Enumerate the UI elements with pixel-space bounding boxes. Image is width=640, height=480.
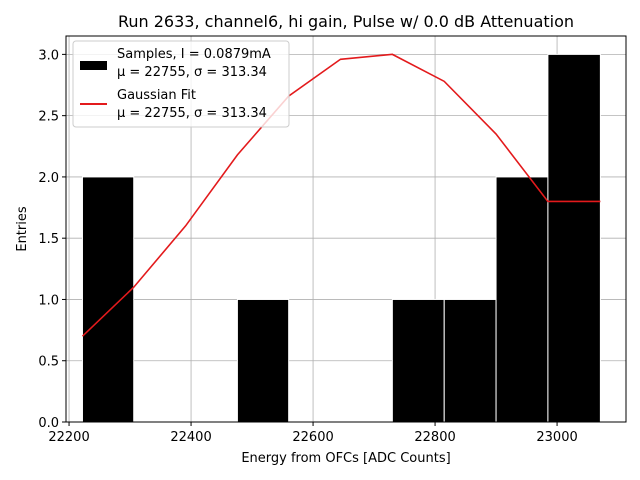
y-tick-label-4: 2.0 xyxy=(38,171,59,186)
histogram-bar-9 xyxy=(547,53,601,423)
y-axis-ticks: 0.0 0.5 1.0 1.5 2.0 2.5 3.0 xyxy=(38,48,66,431)
y-tick-label-1: 0.5 xyxy=(38,355,59,370)
x-tick-label-4: 23000 xyxy=(536,430,577,445)
legend-stats-fit: μ = 22755, σ = 313.34 xyxy=(117,106,267,121)
histogram-bar-7 xyxy=(443,298,497,423)
legend-stats-samples: μ = 22755, σ = 313.34 xyxy=(117,65,267,80)
x-axis-label: Energy from OFCs [ADC Counts] xyxy=(241,451,450,466)
legend-swatch-samples xyxy=(80,61,107,70)
x-tick-label-1: 22400 xyxy=(170,430,211,445)
y-tick-label-3: 1.5 xyxy=(38,232,59,247)
y-tick-label-6: 3.0 xyxy=(38,48,59,63)
y-tick-label-2: 1.0 xyxy=(38,293,59,308)
x-tick-label-3: 22800 xyxy=(414,430,455,445)
plot-area-frame xyxy=(65,35,627,423)
y-tick-label-0: 0.0 xyxy=(38,416,59,431)
histogram-bars xyxy=(81,53,601,423)
histogram-bar-6 xyxy=(391,298,445,423)
x-tick-label-2: 22600 xyxy=(292,430,333,445)
histogram-bar-0 xyxy=(81,176,135,423)
x-tick-label-0: 22200 xyxy=(48,430,89,445)
legend: Samples, I = 0.0879mA μ = 22755, σ = 313… xyxy=(72,40,290,128)
legend-label-samples: Samples, I = 0.0879mA xyxy=(117,47,271,62)
fit-curve-group xyxy=(81,53,601,337)
histogram-bar-3 xyxy=(236,298,290,423)
y-axis-label: Entries xyxy=(15,206,30,252)
chart-title: Run 2633, channel6, hi gain, Pulse w/ 0.… xyxy=(118,12,574,31)
legend-box xyxy=(72,40,290,128)
histogram-bar-8 xyxy=(495,176,549,423)
y-tick-label-5: 2.5 xyxy=(38,110,59,125)
gaussian-fit-line xyxy=(81,53,601,337)
legend-label-fit: Gaussian Fit xyxy=(117,88,196,103)
x-axis-ticks: 22200 22400 22600 22800 23000 xyxy=(48,422,578,445)
